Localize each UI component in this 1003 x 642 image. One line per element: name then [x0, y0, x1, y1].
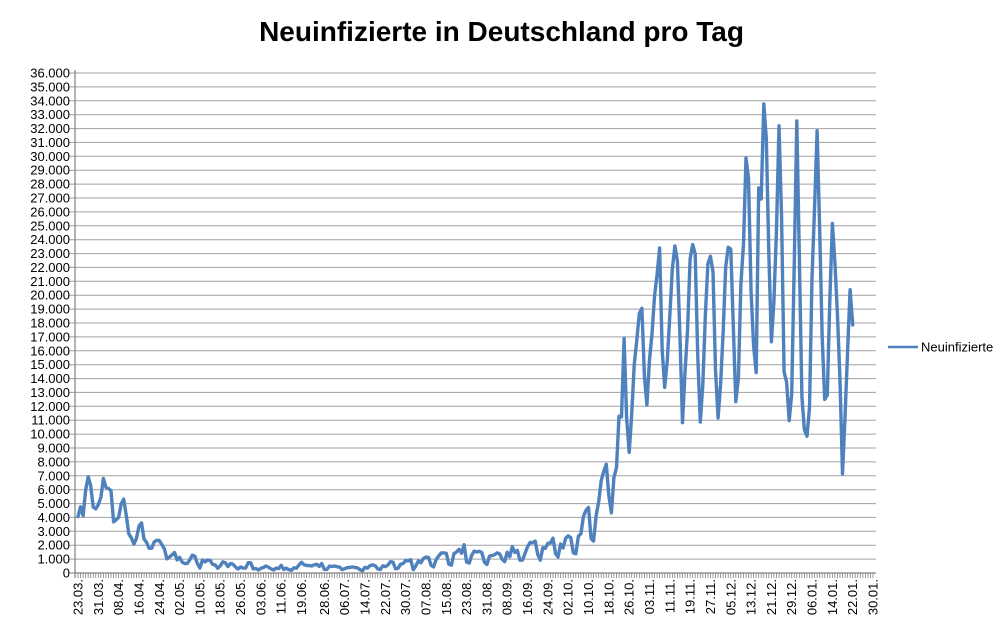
- y-tick-label: 25.000: [30, 218, 70, 233]
- x-tick-label: 18.05.: [213, 579, 228, 615]
- x-tick-label: 18.10.: [601, 579, 616, 615]
- y-tick-label: 34.000: [30, 93, 70, 108]
- y-tick-label: 30.000: [30, 149, 70, 164]
- y-tick-label: 12.000: [30, 399, 70, 414]
- y-axis-tick-labels: 01.0002.0003.0004.0005.0006.0007.0008.00…: [30, 66, 70, 581]
- x-tick-label: 31.08.: [479, 579, 494, 615]
- y-tick-label: 19.000: [30, 302, 70, 317]
- y-tick-label: 15.000: [30, 357, 70, 372]
- x-axis-tick-labels: 23.03. 31.03. 08.04. 16.04. 24.04. 02.05. 10.0…: [71, 579, 881, 615]
- y-tick-label: 36.000: [30, 66, 70, 81]
- x-tick-label: 23.03.: [71, 579, 86, 615]
- y-tick-label: 10.000: [30, 427, 70, 442]
- y-tick-label: 20.000: [30, 288, 70, 303]
- x-tick-label: 19.06.: [294, 579, 309, 615]
- x-tick-label: 07.08.: [419, 579, 434, 615]
- x-tick-label: 14.01.: [825, 579, 840, 615]
- y-tick-label: 1.000: [37, 552, 70, 567]
- y-tick-label: 23.000: [30, 246, 70, 261]
- legend-label: Neuinfizierte: [921, 340, 993, 355]
- x-tick-label: 10.05.: [192, 579, 207, 615]
- x-tick-label: 24.09.: [540, 579, 555, 615]
- gridlines: [69, 72, 876, 574]
- x-tick-label: 24.04.: [152, 579, 167, 615]
- x-tick-label: 05.12.: [723, 579, 738, 615]
- y-tick-label: 16.000: [30, 343, 70, 358]
- y-tick-label: 17.000: [30, 329, 70, 344]
- x-tick-label: 22.07.: [378, 579, 393, 615]
- y-tick-label: 18.000: [30, 316, 70, 331]
- y-tick-label: 6.000: [37, 482, 70, 497]
- y-tick-label: 26.000: [30, 204, 70, 219]
- y-tick-label: 2.000: [37, 538, 70, 553]
- y-tick-label: 9.000: [37, 441, 70, 456]
- y-tick-label: 5.000: [37, 496, 70, 511]
- x-tick-label: 30.01.: [866, 579, 881, 615]
- x-tick-label: 08.09.: [500, 579, 515, 615]
- x-tick-label: 03.06.: [253, 579, 268, 615]
- legend: Neuinfizierte: [888, 340, 993, 355]
- x-tick-label: 06.01.: [805, 579, 820, 615]
- x-tick-label: 14.07.: [358, 579, 373, 615]
- x-tick-label: 26.10.: [622, 579, 637, 615]
- y-tick-label: 7.000: [37, 468, 70, 483]
- y-tick-label: 14.000: [30, 371, 70, 386]
- x-tick-label: 29.12.: [784, 579, 799, 615]
- x-tick-label: 30.07.: [398, 579, 413, 615]
- y-tick-label: 8.000: [37, 454, 70, 469]
- x-tick-label: 15.08.: [439, 579, 454, 615]
- series-line-neuinfizierte: [76, 102, 855, 573]
- x-tick-label: 02.05.: [172, 579, 187, 615]
- x-tick-label: 26.05.: [233, 579, 248, 615]
- x-tick-label: 19.11.: [683, 579, 698, 614]
- x-tick-label: 21.12.: [764, 579, 779, 615]
- y-tick-label: 35.000: [30, 79, 70, 94]
- axis-lines: [74, 70, 876, 578]
- x-tick-label: 10.10.: [581, 579, 596, 615]
- x-tick-label: 03.11.: [642, 579, 657, 614]
- y-tick-label: 27.000: [30, 191, 70, 206]
- y-tick-label: 24.000: [30, 232, 70, 247]
- y-tick-label: 32.000: [30, 121, 70, 136]
- y-tick-label: 22.000: [30, 260, 70, 275]
- x-tick-label: 16.04.: [132, 579, 147, 615]
- y-tick-label: 11.000: [31, 413, 70, 428]
- x-tick-label: 11.06.: [274, 579, 289, 614]
- x-tick-label: 11.11.: [662, 579, 677, 613]
- x-tick-label: 22.01.: [845, 579, 860, 615]
- y-tick-label: 28.000: [30, 177, 70, 192]
- x-tick-label: 13.12.: [744, 579, 759, 615]
- y-tick-label: 4.000: [37, 510, 70, 525]
- chart-title: Neuinfizierte in Deutschland pro Tag: [259, 16, 744, 47]
- y-tick-label: 21.000: [30, 274, 70, 289]
- x-tick-label: 16.09.: [520, 579, 535, 615]
- x-tick-label: 23.08.: [459, 579, 474, 615]
- x-tick-label: 28.06.: [317, 579, 332, 615]
- y-tick-label: 31.000: [30, 135, 70, 150]
- x-axis-tick-marks: [77, 573, 874, 578]
- x-tick-label: 02.10.: [561, 579, 576, 615]
- y-tick-label: 33.000: [30, 107, 70, 122]
- x-tick-label: 31.03.: [91, 579, 106, 615]
- y-tick-label: 13.000: [30, 385, 70, 400]
- y-tick-label: 0: [63, 566, 70, 581]
- y-tick-label: 3.000: [37, 524, 70, 539]
- y-tick-label: 29.000: [30, 163, 70, 178]
- x-tick-label: 08.04.: [111, 579, 126, 615]
- x-tick-label: 06.07.: [337, 579, 352, 615]
- x-tick-label: 27.11.: [703, 579, 718, 614]
